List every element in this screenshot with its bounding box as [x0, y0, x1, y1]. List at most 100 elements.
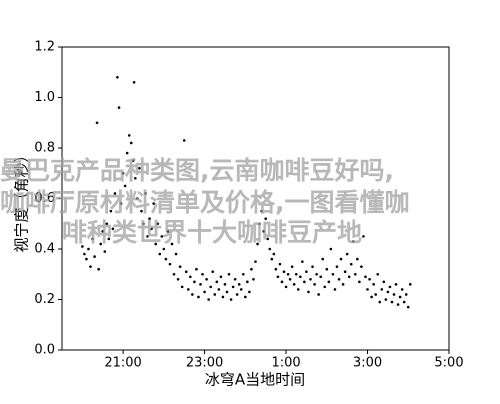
point: [180, 285, 184, 289]
point: [105, 222, 109, 226]
point: [392, 293, 396, 296]
point: [99, 242, 102, 246]
watermark: 曼巴克产品种类图,云南咖啡豆好吗, 咖啡厅原材料清单及价格,一图看懂咖 啡种类世…: [0, 156, 410, 247]
point: [323, 285, 327, 289]
point: [138, 166, 141, 170]
point: [341, 283, 345, 286]
point: [182, 139, 186, 142]
point: [83, 252, 86, 256]
point: [290, 265, 294, 268]
point: [406, 305, 410, 309]
point: [280, 280, 284, 284]
x-tick-label: 21:00: [104, 356, 141, 371]
point: [294, 272, 298, 276]
point: [168, 262, 172, 266]
point: [335, 265, 339, 268]
y-tick-label: 0.6: [34, 191, 55, 206]
point: [140, 209, 143, 213]
point: [404, 293, 408, 296]
point: [213, 293, 217, 296]
point: [262, 230, 265, 233]
point: [227, 272, 231, 276]
x-tick-label: 5:00: [434, 356, 463, 371]
point: [223, 283, 227, 286]
point: [215, 280, 219, 284]
point: [400, 288, 404, 291]
point: [131, 159, 135, 162]
point: [402, 300, 406, 304]
point: [113, 192, 117, 195]
point: [217, 288, 221, 291]
y-axis-label: 视宁度（角秒）: [13, 147, 31, 252]
watermark-line: 曼巴克产品种类图,云南咖啡豆好吗,: [0, 156, 394, 185]
point: [386, 290, 390, 294]
point: [127, 134, 131, 137]
point: [123, 184, 127, 188]
point: [136, 197, 139, 200]
point: [199, 283, 202, 286]
point: [292, 283, 296, 286]
point: [282, 270, 286, 274]
point: [189, 275, 192, 279]
point: [144, 192, 147, 195]
point: [219, 275, 223, 279]
point: [81, 245, 84, 248]
point: [193, 280, 196, 284]
point: [125, 151, 129, 155]
point: [317, 293, 320, 296]
point: [166, 230, 170, 233]
point: [370, 295, 373, 299]
point: [394, 283, 398, 286]
point: [154, 242, 157, 246]
point: [89, 265, 92, 268]
point: [254, 260, 257, 263]
point: [301, 260, 304, 263]
point: [132, 81, 136, 84]
point: [221, 295, 225, 299]
point: [93, 255, 96, 258]
point: [178, 265, 182, 268]
point: [103, 250, 107, 253]
point: [266, 237, 270, 241]
x-tick-label: 3:00: [353, 356, 382, 371]
y-tick-label: 0.8: [34, 141, 55, 156]
point: [111, 227, 115, 231]
point: [286, 272, 290, 276]
point: [396, 303, 400, 306]
point: [398, 295, 402, 299]
point: [305, 270, 308, 274]
point: [307, 290, 310, 294]
point: [176, 278, 180, 281]
point: [339, 257, 343, 261]
point: [390, 300, 394, 304]
point: [388, 285, 392, 289]
point: [284, 285, 288, 289]
point: [235, 293, 239, 296]
point: [382, 280, 386, 284]
point: [272, 252, 276, 256]
point: [233, 278, 237, 281]
point: [160, 235, 164, 238]
point: [146, 235, 149, 238]
point: [148, 217, 151, 220]
point: [152, 202, 155, 205]
point: [116, 76, 119, 79]
point: [150, 227, 153, 231]
point: [354, 272, 357, 276]
point: [264, 217, 267, 220]
point: [186, 288, 190, 291]
point: [409, 283, 412, 286]
y-tick-label: 0.4: [34, 242, 55, 257]
point: [201, 272, 204, 276]
point: [174, 252, 178, 256]
point: [109, 209, 113, 213]
x-tick-label: 1:00: [271, 356, 300, 371]
point: [296, 288, 300, 291]
point: [184, 270, 188, 274]
point: [274, 267, 278, 271]
point: [117, 106, 121, 109]
point: [321, 257, 325, 261]
point: [343, 270, 347, 274]
point: [121, 171, 125, 175]
point: [366, 288, 369, 291]
